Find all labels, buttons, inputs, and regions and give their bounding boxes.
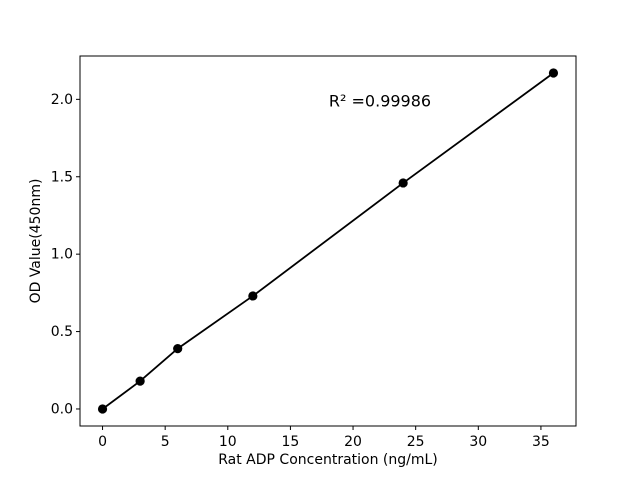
- x-tick-label: 0: [98, 434, 107, 450]
- x-tick-label: 30: [469, 434, 487, 450]
- plot-border: [79, 55, 577, 427]
- x-tick-label: 25: [407, 434, 425, 450]
- y-tick-label: 1.0: [51, 247, 73, 263]
- data-point: [548, 68, 559, 78]
- y-tick-label: 0.0: [51, 401, 73, 417]
- x-tick-label: 10: [219, 434, 237, 450]
- data-point: [173, 343, 183, 354]
- data-point: [398, 178, 408, 188]
- fit-line: [102, 72, 554, 410]
- x-tick-label: 5: [161, 434, 170, 450]
- data-point: [97, 404, 108, 414]
- y-tick-label: 2.0: [51, 92, 73, 108]
- x-tick-label: 20: [344, 434, 362, 450]
- data-point: [135, 376, 145, 386]
- x-tick-label: 35: [532, 434, 550, 450]
- x-tick-label: 15: [282, 434, 300, 450]
- y-tick-label: 1.5: [51, 169, 73, 185]
- y-tick-label: 0.5: [51, 324, 73, 340]
- data-point: [248, 291, 258, 301]
